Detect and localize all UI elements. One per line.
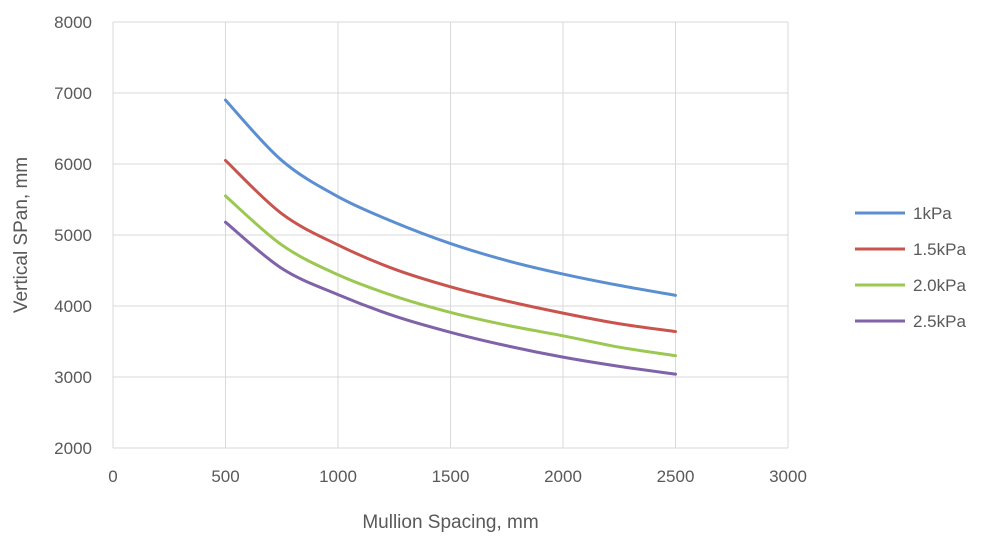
y-tick-label: 3000 [54,368,92,387]
x-tick-label: 2500 [657,467,695,486]
gridlines [112,21,789,449]
y-tick-label: 7000 [54,84,92,103]
series-line-4 [224,220,677,376]
plot-series [224,98,677,376]
legend-label: 1kPa [913,204,952,223]
x-axis-ticks: 0 500 1000 1500 2000 2500 3000 [108,467,807,486]
y-tick-label: 4000 [54,297,92,316]
x-tick-label: 3000 [769,467,807,486]
legend: 1kPa 1.5kPa 2.0kPa 2.5kPa [855,204,966,331]
y-tick-label: 5000 [54,226,92,245]
y-axis-ticks: 2000 3000 4000 5000 6000 7000 8000 [54,13,92,458]
legend-label: 2.0kPa [913,276,966,295]
x-tick-label: 2000 [544,467,582,486]
x-tick-label: 500 [211,467,239,486]
y-tick-label: 8000 [54,13,92,32]
x-tick-label: 0 [108,467,117,486]
x-tick-label: 1000 [319,467,357,486]
y-axis-title: Vertical SPan, mm [11,157,32,313]
legend-label: 1.5kPa [913,240,966,259]
y-tick-label: 2000 [54,439,92,458]
x-tick-label: 1500 [432,467,470,486]
y-tick-label: 6000 [54,155,92,174]
x-axis-title: Mullion Spacing, mm [362,512,538,533]
legend-label: 2.5kPa [913,312,966,331]
series-line-3 [224,194,677,358]
series-line-2 [224,158,677,334]
series-line-1 [224,98,677,297]
